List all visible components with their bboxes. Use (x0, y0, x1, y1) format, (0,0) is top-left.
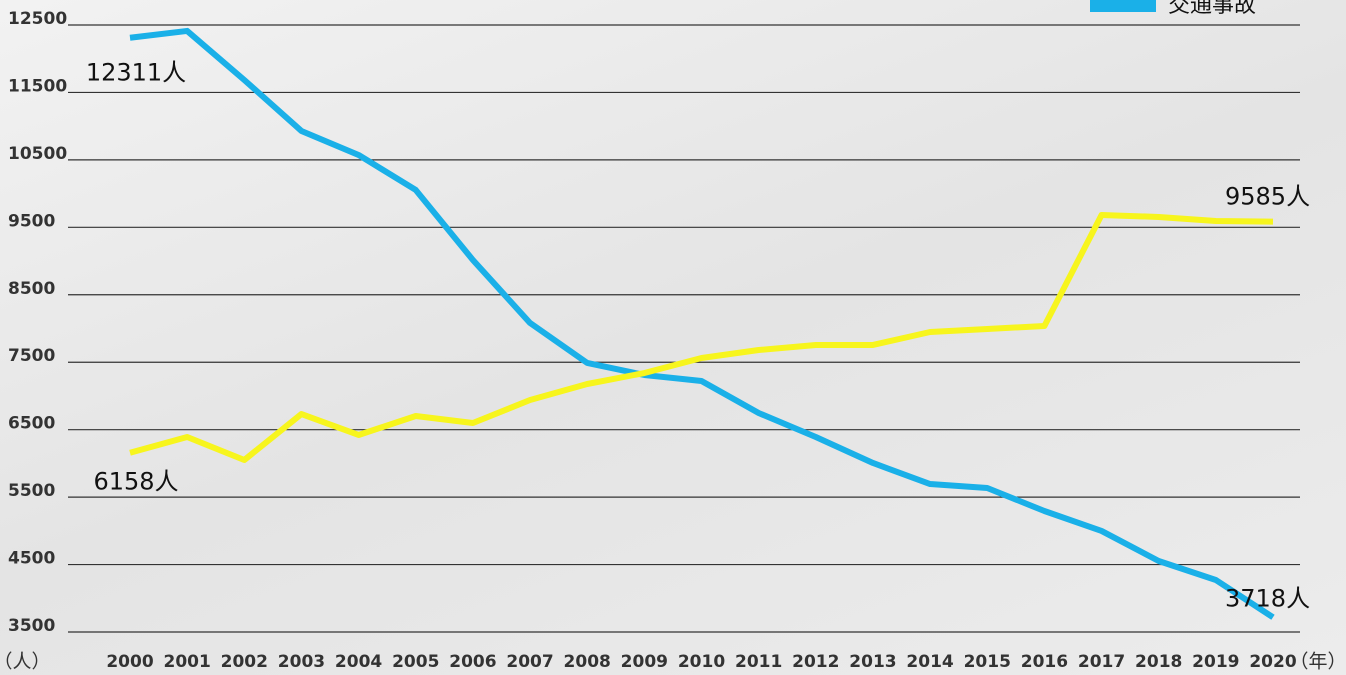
y-tick-label: 10500 (8, 144, 67, 164)
series-line (130, 215, 1273, 460)
y-tick-label: 8500 (8, 279, 55, 299)
legend-label: 交通事故 (1168, 0, 1256, 18)
x-tick-label: 2008 (564, 652, 611, 672)
x-tick-label: 2005 (392, 652, 439, 672)
y-unit-label: （人） (0, 651, 51, 673)
x-tick-label: 2001 (163, 652, 210, 672)
x-tick-label: 2020 (1249, 652, 1296, 672)
x-tick-label: 2018 (1135, 652, 1182, 672)
x-tick-label: 2000 (106, 652, 153, 672)
x-tick-label: 2011 (735, 652, 782, 672)
y-tick-label: 6500 (8, 414, 55, 434)
data-label: 9585人 (1225, 183, 1310, 211)
y-tick-label: 11500 (8, 76, 67, 96)
series-line (130, 31, 1273, 617)
chart: （人） （年） 3500 4500 5500 6500 7500 8500 9500 1050… (0, 0, 1346, 675)
x-tick-label: 2017 (1078, 652, 1125, 672)
x-tick-label: 2004 (335, 652, 382, 672)
y-tick-label: 5500 (8, 481, 55, 501)
legend-swatch (1090, 0, 1156, 12)
data-label: 6158人 (93, 468, 178, 496)
x-tick-label: 2012 (792, 652, 839, 672)
x-tick-label: 2016 (1021, 652, 1068, 672)
x-tick-label: 2009 (621, 652, 668, 672)
x-tick-label: 2015 (964, 652, 1011, 672)
data-label: 12311人 (86, 59, 186, 87)
y-tick-label: 12500 (8, 9, 67, 29)
x-tick-label: 2006 (449, 652, 496, 672)
y-tick-label: 7500 (8, 346, 55, 366)
x-tick-label: 2002 (221, 652, 268, 672)
x-tick-label: 2007 (506, 652, 553, 672)
y-tick-label: 9500 (8, 211, 55, 231)
x-tick-label: 2013 (849, 652, 896, 672)
x-unit-label: （年） (1289, 651, 1346, 673)
x-tick-label: 2019 (1192, 652, 1239, 672)
y-tick-label: 4500 (8, 549, 55, 569)
x-tick-label: 2003 (278, 652, 325, 672)
y-tick-label: 3500 (8, 616, 55, 636)
x-tick-label: 2010 (678, 652, 725, 672)
data-label: 3718人 (1225, 584, 1310, 612)
x-tick-label: 2014 (906, 652, 953, 672)
